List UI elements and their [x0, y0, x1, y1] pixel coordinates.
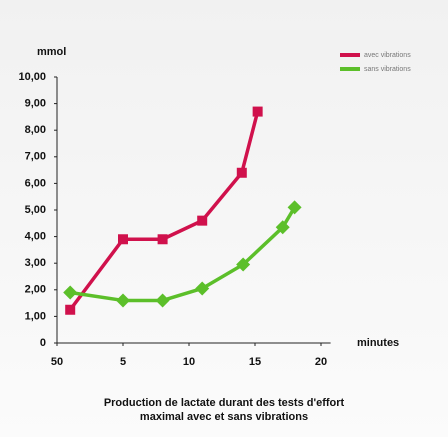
marker — [116, 293, 130, 308]
y-tick-label: 5,00 — [25, 204, 46, 216]
marker — [195, 281, 210, 296]
y-tick-label: 4,00 — [25, 231, 46, 243]
marker — [236, 257, 251, 272]
x-axis-label: minutes — [357, 337, 399, 349]
series-line — [68, 111, 260, 311]
y-axis-label: mmol — [37, 46, 66, 58]
marker — [252, 106, 263, 117]
legend-swatch — [340, 53, 360, 57]
x-tick-label: 50 — [51, 356, 63, 368]
marker — [65, 304, 76, 315]
y-tick-label: 1,00 — [25, 310, 46, 322]
marker — [197, 215, 208, 226]
chart-title: Production de lactate durant des tests d… — [103, 397, 345, 423]
marker — [155, 293, 170, 308]
y-tick-label: 2,00 — [25, 284, 46, 296]
x-tick-label: 5 — [120, 356, 126, 368]
marker — [236, 167, 247, 178]
series-line — [69, 206, 297, 303]
x-tick-label: 20 — [315, 356, 327, 368]
y-tick-label: 9,00 — [25, 98, 46, 110]
marker — [63, 285, 78, 300]
y-tick-label: 3,00 — [25, 257, 46, 269]
x-tick-label: 15 — [249, 356, 261, 368]
legend-label: sans vibrations — [364, 66, 411, 73]
y-tick-label: 7,00 — [25, 151, 46, 163]
y-tick-label: 6,00 — [25, 177, 46, 189]
marker — [287, 200, 302, 215]
y-tick-label: 0 — [40, 337, 46, 349]
marker — [118, 234, 128, 245]
marker — [157, 234, 168, 245]
y-tick-label: 10,00 — [18, 71, 46, 83]
y-tick-label: 8,00 — [25, 124, 46, 136]
marker — [275, 220, 290, 235]
legend-label: avec vibrations — [364, 52, 411, 59]
legend-swatch — [340, 67, 360, 71]
x-tick-label: 10 — [183, 356, 195, 368]
